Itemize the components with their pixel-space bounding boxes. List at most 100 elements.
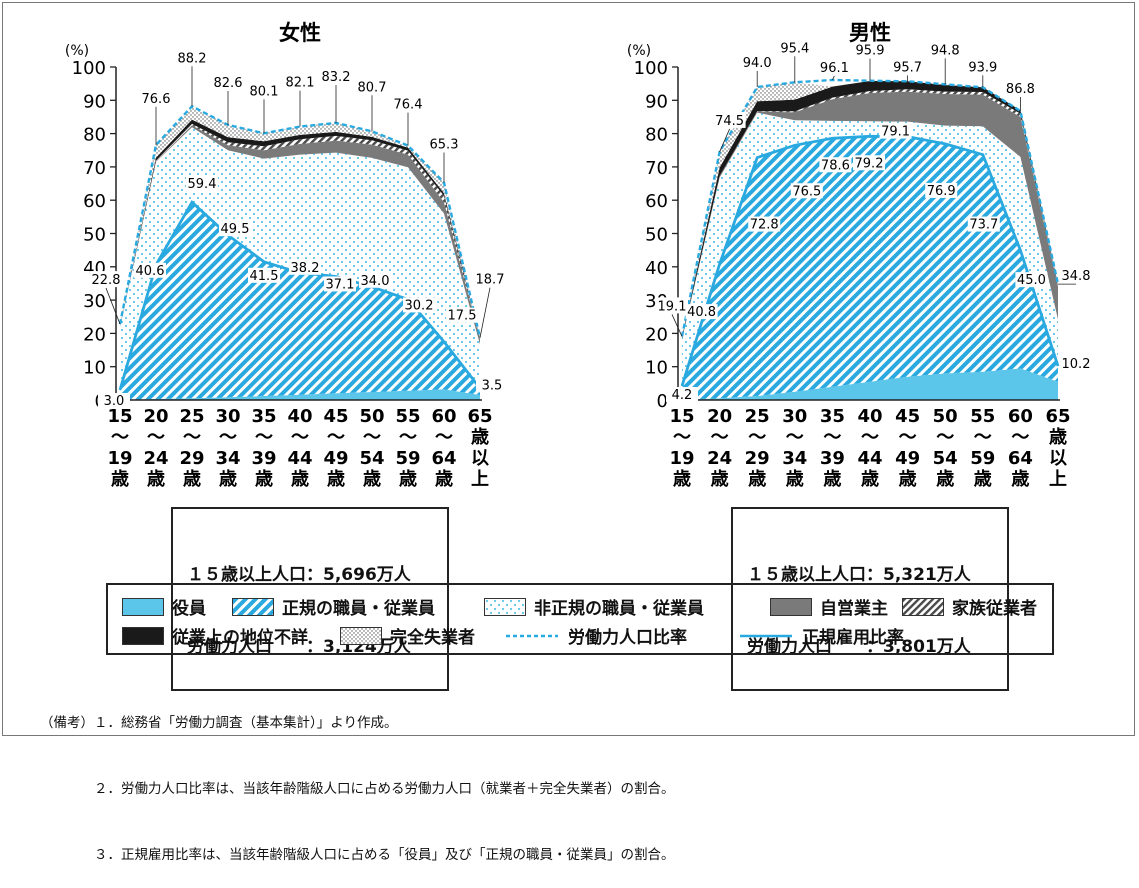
male-x-category-label: 25 xyxy=(745,406,770,427)
female-labor-ratio-line xyxy=(118,104,482,338)
male-chart: 男性 (%) 0 10 20 30 40 50 60 70 80 90 100 19.1 74.5 94.0 9… xyxy=(627,21,1092,490)
female-regular-ratio-label: 38.2 xyxy=(291,261,320,276)
legend-item-nonregular: 非正規の職員・従業員 xyxy=(484,594,704,619)
male-y-tick-label: 40 xyxy=(645,258,668,279)
female-x-category-label: 24 xyxy=(143,448,168,469)
legend-label-officer: 役員 xyxy=(172,599,206,619)
female-population-15plus: １５歳以上人口：5,696万人 xyxy=(187,565,411,585)
male-regular-ratio-label: 79.2 xyxy=(855,156,884,171)
female-chart: 女性(%)010203040506070809010022.876.688.28… xyxy=(65,21,508,490)
male-labor-ratio-label: 94.0 xyxy=(743,56,772,71)
male-x-category-label: 40 xyxy=(857,406,882,427)
female-regular-ratio-label: 41.5 xyxy=(250,269,279,284)
female-x-category-label: 以 xyxy=(471,448,489,469)
regular-swatch xyxy=(232,597,274,616)
unemployed-swatch xyxy=(340,626,382,645)
female-x-category-label: 19 xyxy=(107,448,132,469)
figure-frame xyxy=(2,2,1135,736)
female-area-regular xyxy=(120,202,480,400)
legend-label-unemployed: 完全失業者 xyxy=(390,628,475,648)
status-unknown-swatch xyxy=(122,626,164,645)
male-x-category-label: 〜 xyxy=(786,427,804,448)
female-regular-label-bg xyxy=(248,267,280,283)
legend-item-regular: 正規の職員・従業員 xyxy=(232,594,435,619)
legend-label-family-worker: 家族従業者 xyxy=(952,599,1037,619)
legend-item-status-unknown: 従業上の地位不詳 xyxy=(122,623,308,648)
male-regular-ratio-label: 78.6 xyxy=(821,158,850,173)
male-x-category-label: 〜 xyxy=(861,427,879,448)
male-x-category-label: 〜 xyxy=(1011,427,1029,448)
male-x-category-label: 歳 xyxy=(1011,469,1029,490)
male-labor-ratio-label: 95.9 xyxy=(856,44,885,59)
female-labor-label-bg xyxy=(284,73,316,90)
family-worker-swatch xyxy=(902,597,944,616)
female-y-tick-label: 10 xyxy=(83,358,106,379)
female-regular-label-bg xyxy=(98,393,130,409)
female-y-tick-label: 60 xyxy=(83,191,106,212)
legend-item-self-employed: 自営業主 xyxy=(770,594,888,619)
female-x-category-label: 60 xyxy=(431,406,456,427)
female-y-tick-label: 50 xyxy=(83,225,106,246)
male-labor-ratio-label: 95.7 xyxy=(893,60,922,75)
female-x-category-label: 歳 xyxy=(363,469,381,490)
female-x-category-label: 〜 xyxy=(183,427,201,448)
male-x-category-label: 歳 xyxy=(823,469,841,490)
female-chart-title: 女性 xyxy=(279,21,321,45)
nonregular-swatch xyxy=(484,597,526,616)
female-labor-ratio-label: 22.8 xyxy=(92,273,121,288)
female-labor-ratio-label: 80.7 xyxy=(358,80,387,95)
female-x-category-label: 歳 xyxy=(183,469,201,490)
male-regular-label-bg xyxy=(925,182,958,198)
female-labor-ratio-label: 76.4 xyxy=(394,98,423,113)
legend-label-nonregular: 非正規の職員・従業員 xyxy=(534,599,704,619)
male-x-category-label: 15 xyxy=(669,406,694,427)
male-y-tick-label: 80 xyxy=(645,125,668,146)
male-labor-label-bg xyxy=(891,58,924,75)
male-x-category-label: 50 xyxy=(933,406,958,427)
male-y-tick-label: 100 xyxy=(634,58,668,79)
female-regular-ratio-label: 59.4 xyxy=(188,177,217,192)
male-regular-ratio-label: 45.0 xyxy=(1017,273,1046,288)
legend-label-labor-ratio: 労働力人口比率 xyxy=(568,628,687,648)
female-regular-label-bg xyxy=(403,297,435,313)
male-regular-ratio-label: 40.8 xyxy=(687,305,716,320)
female-y-tick-label: 20 xyxy=(83,324,106,345)
female-y-unit: (%) xyxy=(65,43,89,59)
female-x-category-label: 〜 xyxy=(219,427,237,448)
female-x-category-label: 歳 xyxy=(471,427,489,448)
male-x-category-label: 歳 xyxy=(974,469,992,490)
male-labor-label-bg xyxy=(854,41,886,58)
female-labor-label-bg xyxy=(248,82,280,99)
female-x-category-label: 64 xyxy=(431,448,456,469)
male-x-category-label: 〜 xyxy=(673,427,691,448)
male-area-regular xyxy=(682,136,1058,400)
male-x-category-label: 19 xyxy=(669,448,694,469)
male-x-category-label: 34 xyxy=(782,448,807,469)
male-regular-ratio-label: 76.9 xyxy=(927,184,956,199)
male-regular-ratio-label: 73.7 xyxy=(969,218,998,233)
officer-swatch xyxy=(122,597,164,616)
male-labor-ratio-label: 93.9 xyxy=(968,60,997,75)
female-labor-ratio-label: 80.1 xyxy=(250,84,279,99)
female-x-category-label: 59 xyxy=(395,448,420,469)
male-labor-label-bg xyxy=(929,41,962,58)
labor-ratio-swatch xyxy=(506,634,558,637)
female-x-category-label: 34 xyxy=(215,448,240,469)
female-population-box: １５歳以上人口：5,696万人 労働力人口 ：3,124万人 xyxy=(171,507,449,691)
female-x-category-label: 歳 xyxy=(147,469,165,490)
female-labor-force: 労働力人口 ：3,124万人 xyxy=(187,637,411,657)
female-x-category-label: 35 xyxy=(251,406,276,427)
female-x-category-label: 〜 xyxy=(111,427,129,448)
male-labor-ratio-label: 19.1 xyxy=(658,299,687,314)
female-x-category-label: 40 xyxy=(287,406,312,427)
male-x-category-label: 65 xyxy=(1045,406,1070,427)
male-labor-label-bg xyxy=(1004,79,1037,96)
male-x-category-label: 歳 xyxy=(899,469,917,490)
female-x-category-label: 44 xyxy=(287,448,312,469)
female-x-category-label: 〜 xyxy=(255,427,273,448)
male-x-category-label: 44 xyxy=(857,448,882,469)
male-x-category-label: 39 xyxy=(820,448,845,469)
male-regular-label-bg xyxy=(879,123,912,139)
male-labor-ratio-label: 86.8 xyxy=(1006,82,1035,97)
female-regular-label-bg xyxy=(359,272,391,288)
